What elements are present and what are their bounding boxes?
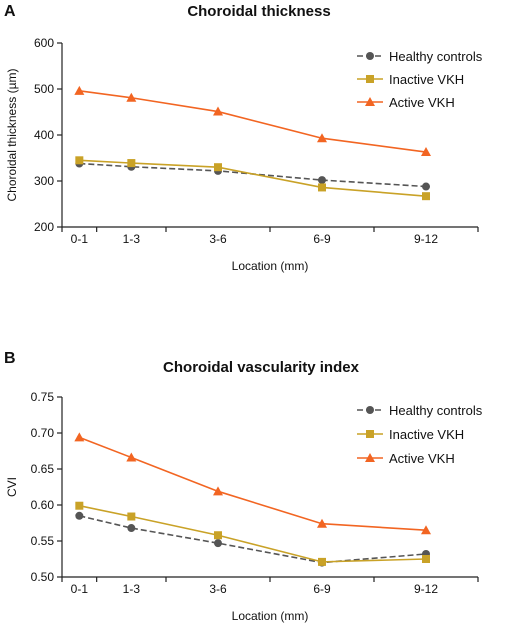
chart-b-series-0-line [79,515,427,564]
chart-a-series-1-point [422,192,430,201]
chart-a-panel-letter: A [4,3,16,20]
chart-b-series-2-point [126,452,137,462]
chart-a-series-2: Active VKH [74,85,455,157]
chart-a-series-0: Healthy controls [75,49,483,191]
chart-b-series-1-point [422,555,430,563]
chart-a-legend-marker-2 [365,97,375,106]
chart-b-legend-marker-0 [366,406,374,414]
chart-b-legend-label-0: Healthy controls [389,403,483,418]
chart-a-legend-label-1: Inactive VKH [389,72,464,87]
chart-b: B Choroidal vascularity index 0.50 0.55 0.60… [4,350,483,623]
chart-a-y-tick-label: 200 [34,220,54,234]
chart-a-series-1-point [214,163,222,172]
chart-b-series-2-point [74,432,85,442]
chart-a-x-tick-label: 3-6 [209,232,227,246]
chart-b-x-tick-label: 1-3 [123,582,141,596]
chart-a-series-1-point [75,156,84,165]
chart-b-series-2: Active VKH [74,432,455,535]
chart-b-series-2-point [421,525,431,535]
chart-b-series-1: Inactive VKH [75,427,464,566]
chart-b-y-tick-label: 0.60 [31,498,55,512]
chart-b-title: Choroidal vascularity index [163,359,360,376]
chart-b-legend-label-1: Inactive VKH [389,427,464,442]
chart-b-series-0-point [127,524,136,533]
chart-a-x-tick-label: 1-3 [123,232,141,246]
chart-a-legend-marker-0 [366,52,374,60]
chart-b-x-axis-title: Location (mm) [232,609,309,623]
chart-b-panel-letter: B [4,350,16,367]
chart-a-x-axis-title: Location (mm) [232,259,309,273]
chart-b-series-1-point [75,501,84,510]
chart-b-legend-label-2: Active VKH [389,451,455,466]
chart-b-y-tick-label: 0.50 [31,570,55,584]
chart-a-y-axis-title: Choroidal thickness (µm) [5,69,19,202]
chart-b-y-tick-label: 0.75 [31,390,55,404]
chart-b-x-tick-label: 0-1 [71,582,89,596]
chart-b-y-tick-label: 0.70 [31,426,55,440]
chart-a: A Choroidal thickness 200 300 400 500 600 0-1 1-… [4,3,483,273]
chart-b-y-tick-label: 0.55 [31,534,55,548]
chart-a-title: Choroidal thickness [187,3,330,20]
chart-a-series-2-point [317,133,327,143]
chart-a-legend-label-2: Active VKH [389,95,455,110]
chart-a-series-0-point [318,176,326,185]
chart-a-series-2-point [421,147,431,157]
chart-a-series-0-point [422,182,430,191]
chart-b-legend-marker-2 [365,453,375,462]
chart-a-x-tick-label: 9-12 [414,232,438,246]
chart-a-legend-label-0: Healthy controls [389,49,483,64]
chart-b-series-1-point [127,512,136,521]
chart-b-x-tick-label: 3-6 [209,582,227,596]
chart-a-y-tick-label: 600 [34,36,54,50]
chart-b-series-0-point [214,539,222,548]
chart-b-series-2-point [317,518,327,528]
chart-a-y-tick-label: 400 [34,128,54,142]
chart-b-series-1-point [214,531,222,540]
chart-a-series-1-point [127,159,136,168]
chart-a-y-tick-label: 500 [34,82,54,96]
chart-a-y-tick-label: 300 [34,174,54,188]
chart-b-x-tick-label: 6-9 [313,582,331,596]
chart-b-y-axis-title: CVI [5,477,19,497]
chart-b-legend-marker-1 [366,430,374,438]
chart-b-series-2-point [213,486,223,496]
chart-a-legend-marker-1 [366,75,374,83]
chart-b-y-tick-label: 0.65 [31,462,55,476]
chart-b-x-tick-label: 9-12 [414,582,438,596]
chart-a-series-1: Inactive VKH [75,72,464,201]
chart-a-series-2-point [213,106,223,116]
chart-a-series-2-point [74,85,85,95]
chart-b-series-0-point [75,511,84,520]
chart-a-x-tick-label: 0-1 [71,232,89,246]
chart-a-x-tick-label: 6-9 [313,232,331,246]
chart-b-series-1-point [318,557,326,566]
chart-a-series-1-point [318,183,326,192]
chart-a-series-2-point [126,92,137,102]
